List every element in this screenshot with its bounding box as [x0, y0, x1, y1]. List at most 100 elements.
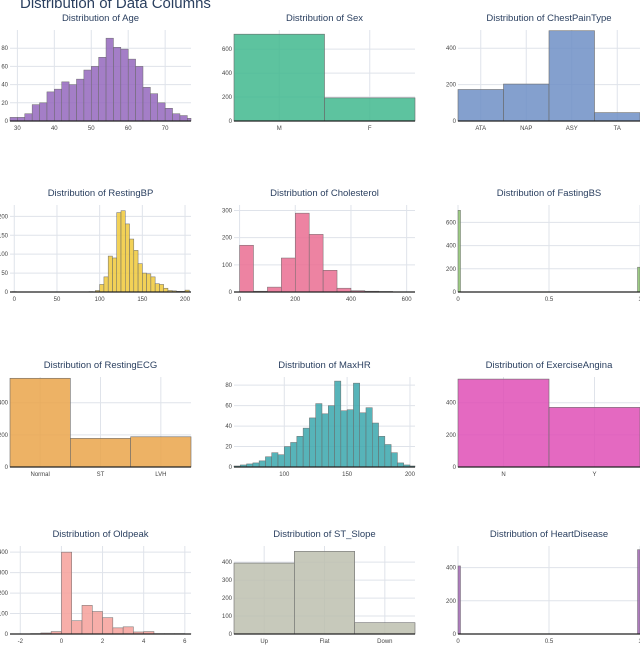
x-tick-label: 200 — [180, 297, 191, 303]
bar — [70, 438, 131, 468]
chart-panel: Distribution of Oldpeak 0 100 200 300 400 -2 0 2… — [0, 529, 192, 645]
chart-title: Distribution of ChestPainType — [486, 13, 611, 24]
x-tick-label: N — [501, 472, 505, 478]
y-tick-label: 400 — [0, 550, 9, 556]
y-tick-label: 300 — [222, 578, 233, 584]
bar — [322, 270, 338, 293]
chart-panel: Distribution of HeartDisease 0 200 400 0 0.5 1 — [446, 529, 640, 645]
bar — [107, 255, 113, 293]
y-tick-label: 100 — [222, 263, 233, 269]
bar — [384, 444, 392, 468]
bar — [127, 58, 136, 122]
y-tick-label: 0 — [5, 632, 9, 638]
chart-title: Distribution of HeartDisease — [490, 529, 608, 540]
bar — [457, 565, 461, 635]
bar — [548, 30, 595, 122]
y-tick-label: 400 — [446, 244, 457, 250]
x-tick-label: Flat — [319, 639, 329, 645]
bar — [294, 551, 355, 635]
bar — [130, 436, 192, 468]
bar — [308, 234, 324, 293]
chart-panel: Distribution of MaxHR 0 20 40 60 80 100 150 200 — [225, 360, 415, 478]
y-tick-label: 100 — [222, 614, 233, 620]
bar — [102, 617, 114, 635]
x-tick-label: 150 — [342, 472, 353, 478]
y-tick-label: 400 — [446, 46, 457, 52]
bar — [290, 442, 298, 468]
bar — [164, 108, 173, 122]
chart-panel: Distribution of ST_Slope 0 100 200 300 400 Up F… — [222, 529, 416, 645]
y-tick-label: 0 — [453, 119, 457, 125]
bar — [133, 250, 139, 293]
bar — [340, 410, 348, 468]
x-tick-label: 40 — [51, 126, 58, 132]
x-tick-label: 600 — [402, 297, 413, 303]
y-tick-label: 400 — [222, 560, 233, 566]
y-tick-label: 150 — [0, 233, 9, 239]
chart-panel: Distribution of Age 0 20 40 60 80 30 40 50 60 70 — [1, 13, 192, 132]
y-tick-label: 0 — [229, 290, 233, 296]
x-tick-label: TA — [614, 126, 621, 132]
bar — [159, 284, 164, 293]
bar — [233, 562, 295, 635]
bar — [281, 257, 296, 293]
chart-panel: Distribution of FastingBS 0 200 400 600 0 0.5 1 — [446, 188, 640, 303]
bar — [354, 622, 416, 635]
y-tick-label: 0 — [5, 290, 9, 296]
bar — [296, 436, 304, 468]
chart-title: Distribution of RestingECG — [44, 360, 158, 371]
bar — [71, 620, 83, 635]
y-tick-label: 60 — [1, 64, 8, 70]
bar — [76, 78, 85, 122]
chart-title: Distribution of Cholesterol — [270, 188, 379, 199]
x-tick-label: 0 — [60, 639, 64, 645]
chart-title: Distribution of ST_Slope — [273, 529, 375, 540]
bar — [39, 102, 48, 122]
bar — [457, 210, 461, 293]
x-tick-label: 4 — [142, 639, 146, 645]
bar — [154, 283, 160, 293]
bar — [295, 212, 310, 293]
x-tick-label: LVH — [155, 472, 166, 478]
bar — [258, 460, 266, 468]
bar — [179, 115, 188, 122]
bar — [125, 223, 130, 293]
bar — [277, 454, 285, 468]
bar — [54, 88, 62, 122]
bar — [113, 47, 122, 122]
x-tick-label: Normal — [30, 472, 49, 478]
x-tick-label: 150 — [137, 297, 148, 303]
bar — [150, 93, 159, 122]
bar — [233, 33, 325, 122]
x-tick-label: 200 — [290, 297, 301, 303]
x-tick-label: Down — [377, 639, 392, 645]
bar — [81, 605, 93, 635]
x-tick-label: 30 — [14, 126, 21, 132]
x-tick-label: 0.5 — [545, 297, 554, 303]
bar — [594, 112, 640, 122]
x-tick-label: ASY — [566, 126, 578, 132]
bar — [346, 409, 354, 468]
y-tick-label: 0 — [5, 465, 9, 471]
bar — [172, 113, 181, 122]
y-tick-label: 0 — [453, 632, 457, 638]
x-tick-label: 200 — [405, 472, 416, 478]
bar — [284, 446, 291, 468]
bar — [68, 84, 77, 122]
x-tick-label: M — [277, 126, 282, 132]
x-tick-label: ATA — [475, 126, 486, 132]
y-tick-label: 200 — [446, 433, 457, 439]
chart-title: Distribution of FastingBS — [497, 188, 602, 199]
x-tick-label: 50 — [54, 297, 61, 303]
y-tick-label: 0 — [229, 632, 233, 638]
bar — [271, 452, 279, 468]
chart-panel: Distribution of ChestPainType 0 200 400 ATA N… — [446, 13, 640, 132]
bar — [267, 286, 282, 293]
x-tick-label: 0 — [13, 297, 17, 303]
y-tick-label: 200 — [446, 599, 457, 605]
bar — [315, 403, 323, 468]
bar — [9, 377, 71, 468]
y-tick-label: 80 — [1, 46, 8, 52]
y-tick-label: 0 — [229, 119, 233, 125]
